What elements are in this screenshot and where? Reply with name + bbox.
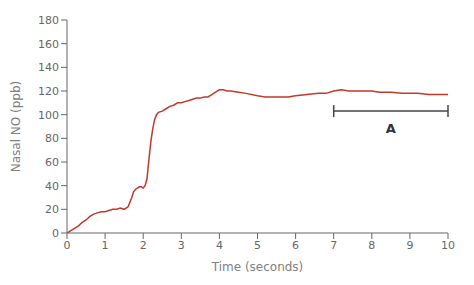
svg-text:7: 7: [330, 239, 337, 252]
svg-text:10: 10: [441, 239, 455, 252]
svg-text:120: 120: [38, 85, 59, 98]
svg-text:60: 60: [45, 156, 59, 169]
svg-text:9: 9: [406, 239, 413, 252]
svg-text:20: 20: [45, 203, 59, 216]
svg-text:40: 40: [45, 180, 59, 193]
svg-text:5: 5: [254, 239, 261, 252]
svg-text:2: 2: [140, 239, 147, 252]
svg-text:1: 1: [102, 239, 109, 252]
svg-text:8: 8: [368, 239, 375, 252]
svg-text:Nasal NO (ppb): Nasal NO (ppb): [9, 81, 23, 173]
svg-text:6: 6: [292, 239, 299, 252]
svg-text:160: 160: [38, 38, 59, 51]
svg-text:100: 100: [38, 109, 59, 122]
svg-text:Time (seconds): Time (seconds): [211, 260, 304, 274]
svg-text:80: 80: [45, 132, 59, 145]
svg-text:0: 0: [64, 239, 71, 252]
svg-text:3: 3: [178, 239, 185, 252]
svg-text:4: 4: [216, 239, 223, 252]
svg-text:180: 180: [38, 14, 59, 27]
svg-text:0: 0: [52, 227, 59, 240]
svg-text:140: 140: [38, 61, 59, 74]
svg-text:A: A: [386, 121, 396, 136]
